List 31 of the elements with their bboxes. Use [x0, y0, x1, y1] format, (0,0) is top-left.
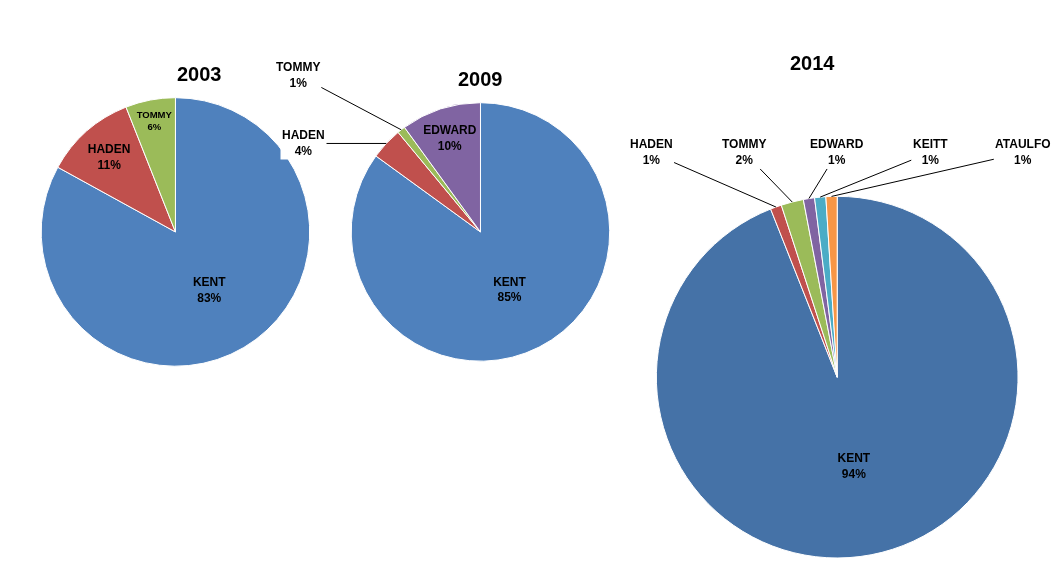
slice-label: EDWARD — [810, 137, 864, 151]
chart-title: 2003 — [177, 63, 222, 85]
chart-title: 2009 — [458, 68, 503, 90]
data-label: 1% — [642, 152, 661, 167]
data-label: 1% — [828, 152, 846, 167]
data-label: 1% — [289, 75, 308, 90]
slice-label: ATAULFO — [995, 137, 1051, 151]
slice-label: EDWARD — [423, 123, 477, 138]
data-label: 10% — [437, 138, 463, 153]
slice-label: HADEN — [630, 137, 673, 151]
data-label: 1% — [921, 152, 940, 167]
pie-slice — [350, 102, 611, 362]
slice-label: TOMMY — [136, 108, 173, 120]
data-label: 11% — [97, 157, 122, 172]
data-label: 85% — [497, 290, 522, 305]
data-label: 1% — [1014, 152, 1032, 167]
slice-label: HADEN — [282, 128, 325, 142]
slice-label: KENT — [192, 274, 227, 289]
chart-title: 2014 — [790, 52, 836, 74]
slice-label: TOMMY — [722, 137, 767, 151]
slice-label: HADEN — [87, 141, 131, 156]
data-label: 2% — [735, 152, 754, 167]
slice-label: KENT — [837, 451, 871, 466]
data-label: 94% — [841, 466, 867, 481]
slice-label: KEITT — [913, 137, 949, 151]
data-label: 4% — [294, 143, 313, 158]
data-label: 83% — [197, 290, 222, 305]
slice-label: TOMMY — [276, 60, 321, 74]
pie-slice — [655, 195, 1019, 559]
slice-label: KENT — [493, 274, 527, 289]
data-label: 6% — [147, 121, 162, 133]
